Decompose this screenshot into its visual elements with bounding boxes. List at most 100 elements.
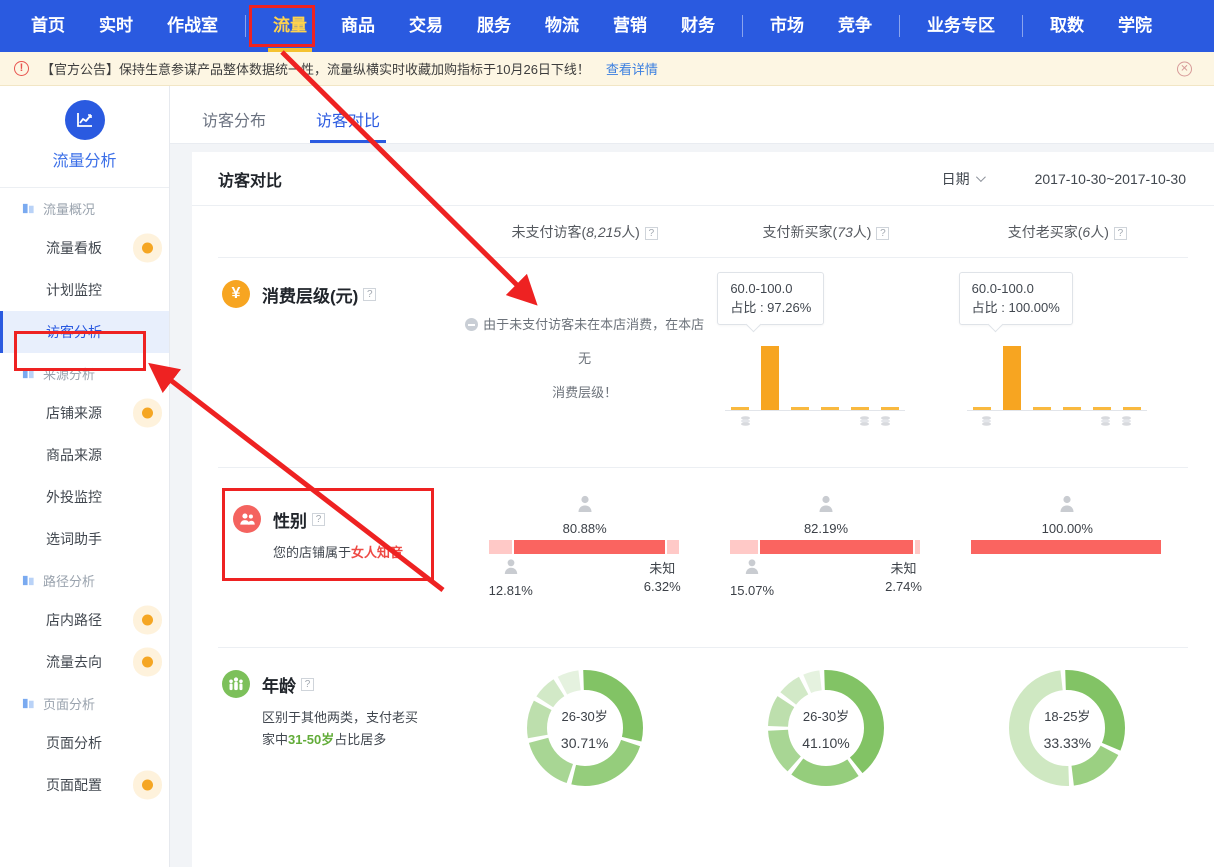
gender-female-pct: 80.88%: [562, 521, 607, 536]
nav-item-9[interactable]: 营销: [613, 16, 647, 35]
column-header-old-buyer: 支付老买家(6人)?: [947, 222, 1188, 242]
coin-stack-icon: [1100, 415, 1111, 428]
date-range-value[interactable]: 2017-10-30~2017-10-30: [1034, 170, 1186, 187]
sidebar-item-2-2[interactable]: 商品来源: [0, 434, 169, 476]
bar-5: [1092, 407, 1111, 410]
sidebar-item-3-2[interactable]: 流量去向: [0, 641, 169, 683]
column-header-text: 支付新买家(: [762, 223, 838, 240]
tooltip-range: 60.0-100.0: [971, 281, 1034, 296]
gender-segment-unknown: [666, 540, 679, 554]
consumption-empty-line1: 由于未支付访客未在本店消费，在本店无: [483, 317, 705, 366]
tab-1[interactable]: 访客分布: [202, 113, 267, 130]
gender-bottom-labels: 12.81% 未知 6.32%: [489, 558, 681, 598]
female-icon: [1060, 495, 1074, 512]
consumption-tooltip-old-buyer: 60.0-100.0 占比 : 100.00%: [958, 272, 1073, 325]
nav-item-11[interactable]: 市场: [770, 16, 804, 35]
help-icon[interactable]: ?: [312, 512, 325, 526]
age-desc-highlight: 31-50岁: [288, 732, 335, 747]
consumption-cell-old-buyer: 60.0-100.0 占比 : 100.00%: [947, 258, 1188, 467]
nav-item-15[interactable]: 学院: [1118, 16, 1152, 35]
bar-2: [761, 346, 780, 410]
column-header-unit: 人): [621, 223, 640, 240]
help-icon[interactable]: ?: [1113, 226, 1127, 240]
gender-female-group: 100.00%: [971, 494, 1163, 536]
nav-item-14[interactable]: 取数: [1050, 16, 1084, 35]
column-header-unit: 人): [1090, 223, 1109, 240]
bar-3: [791, 407, 810, 410]
column-header-count: 6: [1082, 223, 1091, 240]
bar-5: [851, 407, 870, 410]
gender-male-group: 15.07%: [730, 558, 774, 598]
sidebar-item-2-3[interactable]: 外投监控: [0, 476, 169, 518]
donut-slice-1: [767, 670, 884, 786]
gender-users-icon: [233, 505, 261, 533]
tooltip-value: 占比 : 100.00%: [971, 300, 1060, 315]
nav-separator: [1022, 15, 1023, 37]
announcement-detail-link[interactable]: 查看详情: [605, 62, 658, 77]
sidebar-item-label: 页面分析: [46, 735, 102, 751]
sidebar-item-label: 选词助手: [46, 531, 102, 547]
bar-4: [1062, 407, 1081, 410]
help-icon[interactable]: ?: [876, 226, 890, 240]
sidebar-item-label: 计划监控: [46, 282, 102, 298]
date-type-selector[interactable]: 日期: [942, 169, 986, 189]
gender-female-group: 82.19%: [730, 494, 922, 536]
sidebar-item-1-2[interactable]: 计划监控: [0, 269, 169, 311]
nav-separator: [245, 15, 246, 37]
nav-item-8[interactable]: 物流: [545, 16, 579, 35]
panel-header: 访客对比 日期 2017-10-30~2017-10-30: [192, 152, 1214, 206]
gender-female-pct: 100.00%: [1041, 521, 1093, 536]
group-icon: [22, 368, 34, 379]
section-age-cells: 26-30岁 30.71% 26-30岁 41.10% 18-25岁 33.33%: [464, 648, 1188, 843]
help-icon[interactable]: ?: [301, 677, 314, 691]
nav-item-7[interactable]: 服务: [477, 16, 511, 35]
gender-desc-prefix: 您的店铺属于: [273, 545, 352, 560]
coin-stack-icon: [1121, 415, 1132, 428]
section-age-label: 年龄 ? 区别于其他两类，支付老买 家中31-50岁占比居多: [218, 648, 464, 843]
nav-item-12[interactable]: 竞争: [838, 16, 872, 35]
section-gender-label: 性别 ? 您的店铺属于女人知音: [218, 468, 464, 647]
nav-item-6[interactable]: 交易: [409, 16, 443, 35]
new-badge-dot: [142, 242, 153, 254]
donut-slice-2: [526, 670, 643, 786]
gender-unknown-label: 未知: [649, 561, 676, 576]
sidebar-item-2-4[interactable]: 选词助手: [0, 518, 169, 560]
nav-item-5[interactable]: 商品: [341, 16, 375, 35]
close-icon[interactable]: ✕: [1177, 61, 1192, 76]
nav-item-13[interactable]: 业务专区: [927, 16, 995, 35]
sidebar-group-label: 流量概况: [43, 202, 96, 217]
gender-unknown-label: 未知: [890, 561, 917, 576]
gender-cell-unpaid: 80.88% 12.81% 未知 6.32%: [464, 468, 705, 647]
gender-unknown-group: 未知 2.74%: [885, 558, 922, 598]
sidebar-item-1-3[interactable]: 访客分析: [0, 311, 169, 353]
nav-item-10[interactable]: 财务: [681, 16, 715, 35]
female-icon: [819, 495, 833, 512]
sidebar-item-4-1[interactable]: 页面分析: [0, 722, 169, 764]
sidebar-item-2-1[interactable]: 店铺来源: [0, 392, 169, 434]
coin-stack-icon: [981, 415, 992, 428]
gender-male-pct: 12.81%: [488, 583, 533, 598]
nav-item-2[interactable]: 实时: [99, 16, 133, 35]
new-badge-dot: [142, 407, 153, 419]
group-icon: [22, 575, 34, 586]
sidebar-item-1-1[interactable]: 流量看板: [0, 227, 169, 269]
sidebar-item-3-1[interactable]: 店内路径: [0, 599, 169, 641]
donut-slice-1: [526, 670, 643, 786]
nav-item-1[interactable]: 首页: [31, 16, 65, 35]
column-header-unit: 人): [852, 223, 872, 240]
tab-2[interactable]: 访客对比: [310, 107, 387, 143]
section-consumption-label: ¥ 消费层级(元) ?: [218, 258, 464, 467]
age-donut-old-buyer: 18-25岁 33.33%: [1005, 648, 1129, 790]
sidebar-group-label: 页面分析: [43, 697, 96, 712]
help-icon[interactable]: ?: [363, 287, 377, 301]
nav-item-3[interactable]: 作战室: [167, 16, 218, 35]
nav-item-4[interactable]: 流量: [256, 0, 324, 52]
gender-segment-female: [760, 540, 913, 554]
gender-stacked-bar: [971, 540, 1163, 554]
sidebar-item-4-2[interactable]: 页面配置: [0, 764, 169, 806]
help-icon[interactable]: ?: [644, 226, 658, 240]
sidebar-group-4: 页面分析: [0, 683, 169, 722]
panel-header-controls: 日期 2017-10-30~2017-10-30: [942, 169, 1186, 189]
minus-circle-icon: [465, 318, 479, 331]
main-content: 访客分布 访客对比 访客对比 日期 2017-10-30~2017-10-30 未…: [170, 86, 1214, 867]
